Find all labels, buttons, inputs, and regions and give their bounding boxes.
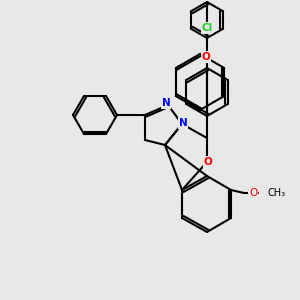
Text: O: O	[202, 52, 210, 62]
Text: Cl: Cl	[201, 23, 213, 33]
Text: N: N	[178, 118, 188, 128]
Text: O: O	[249, 188, 257, 198]
Text: O: O	[204, 157, 212, 167]
Text: N: N	[162, 98, 170, 108]
Text: CH₃: CH₃	[267, 188, 285, 198]
